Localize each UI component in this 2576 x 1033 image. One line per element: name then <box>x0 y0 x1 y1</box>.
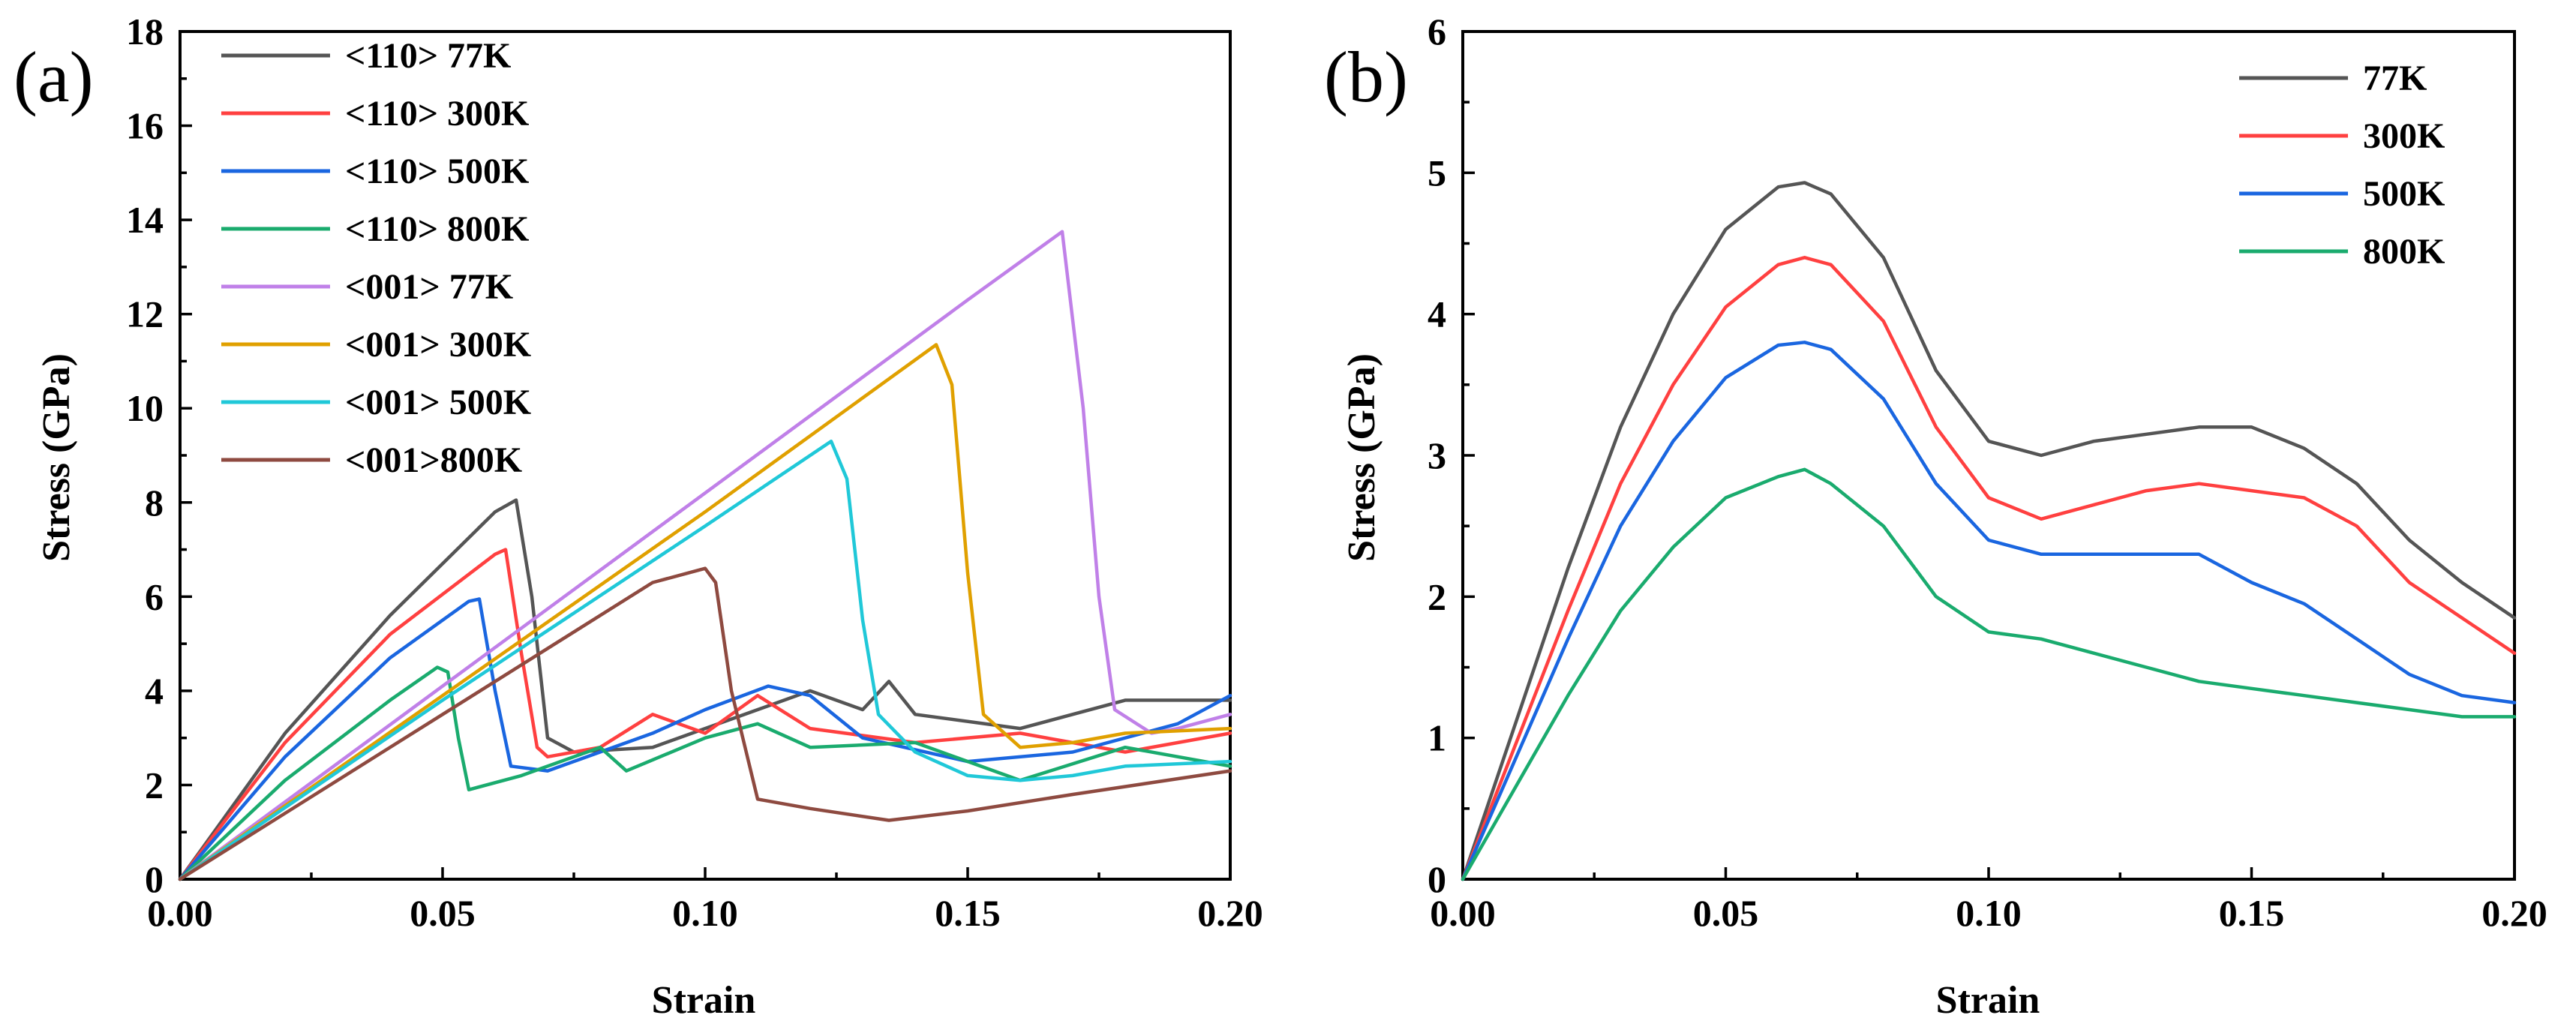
y-tick-label: 0 <box>145 858 164 900</box>
x-axis-label-b: Strain <box>1936 979 2040 1022</box>
y-tick-label: 1 <box>1428 717 1446 759</box>
y-tick-label: 8 <box>145 482 164 524</box>
legend-entry-label: 800K <box>2363 232 2445 272</box>
y-tick-label: 12 <box>126 293 164 335</box>
y-tick-label: 0 <box>1428 858 1446 900</box>
x-tick-label: 0.15 <box>935 892 1001 934</box>
y-axis-label-a: Stress (GPa) <box>35 353 78 562</box>
y-tick-label: 10 <box>126 387 164 429</box>
legend-entry-label: 500K <box>2363 174 2445 214</box>
panel-label-b: (b) <box>1324 37 1408 117</box>
series-line-a-5 <box>178 343 1232 881</box>
chart-panel-b: (b) 0.00 0.05 0.10 0.15 0.20 0 1 2 3 4 5 6 77K 300K 50… <box>1324 11 2547 1022</box>
legend-entry-label: <110> 500K <box>345 152 529 191</box>
plot-area-b: 0.00 0.05 0.10 0.15 0.20 0 1 2 3 4 5 6 77K 300K 500K 80… <box>1428 11 2547 934</box>
panel-label-a: (a) <box>14 37 94 117</box>
series-line-b-3 <box>1461 467 2517 881</box>
series-line-b-1 <box>1461 256 2517 881</box>
y-tick-label: 2 <box>1428 575 1446 617</box>
y-tick-label: 18 <box>126 11 164 53</box>
x-tick-label: 0.20 <box>2481 892 2547 934</box>
y-tick-label: 5 <box>1428 152 1446 194</box>
series-line-a-2 <box>178 597 1232 881</box>
x-tick-label: 0.05 <box>410 892 476 934</box>
y-tick-label: 2 <box>145 764 164 806</box>
y-tick-label: 6 <box>145 575 164 617</box>
legend-entry-label: <001> 77K <box>345 267 513 307</box>
x-tick-label: 0.15 <box>2219 892 2285 934</box>
legend-entry-label: <110> 800K <box>345 209 529 249</box>
series-line-a-0 <box>178 498 1232 881</box>
x-tick-label: 0.00 <box>147 892 213 934</box>
x-tick-label: 0.20 <box>1197 892 1263 934</box>
legend-entry-label: 77K <box>2363 59 2427 98</box>
y-tick-label: 3 <box>1428 434 1446 476</box>
x-tick-label: 0.05 <box>1693 892 1759 934</box>
series-line-a-6 <box>178 439 1232 881</box>
legend-entry-label: 300K <box>2363 116 2445 156</box>
chart-panel-a: (a) 0.00 0.05 0.10 0.15 0.20 0 2 4 6 8 10 12 14 16 18 <… <box>14 11 1263 1022</box>
x-tick-label: 0.10 <box>1956 892 2022 934</box>
y-tick-label: 14 <box>126 199 164 241</box>
series-line-a-7 <box>178 566 1232 881</box>
series-line-b-2 <box>1461 341 2517 881</box>
y-tick-label: 4 <box>1428 293 1446 335</box>
plot-area-a: 0.00 0.05 0.10 0.15 0.20 0 2 4 6 8 10 12 14 16 18 <110>… <box>126 11 1263 934</box>
legend-entry-label: <001> 300K <box>345 325 531 365</box>
x-tick-label: 0.10 <box>672 892 738 934</box>
x-tick-label: 0.00 <box>1430 892 1496 934</box>
legend-entry-label: <110> 300K <box>345 94 529 134</box>
y-tick-label: 16 <box>126 105 164 147</box>
series-line-a-3 <box>178 665 1232 881</box>
y-tick-label: 4 <box>145 670 164 712</box>
legend-entry-label: <110> 77K <box>345 36 511 76</box>
x-axis-label-a: Strain <box>652 979 756 1022</box>
y-tick-label: 6 <box>1428 11 1446 53</box>
legend-entry-label: <001> 500K <box>345 383 531 422</box>
series-line-b-0 <box>1461 181 2517 881</box>
y-axis-label-b: Stress (GPa) <box>1341 353 1383 562</box>
legend-entry-label: <001>800K <box>345 440 522 480</box>
